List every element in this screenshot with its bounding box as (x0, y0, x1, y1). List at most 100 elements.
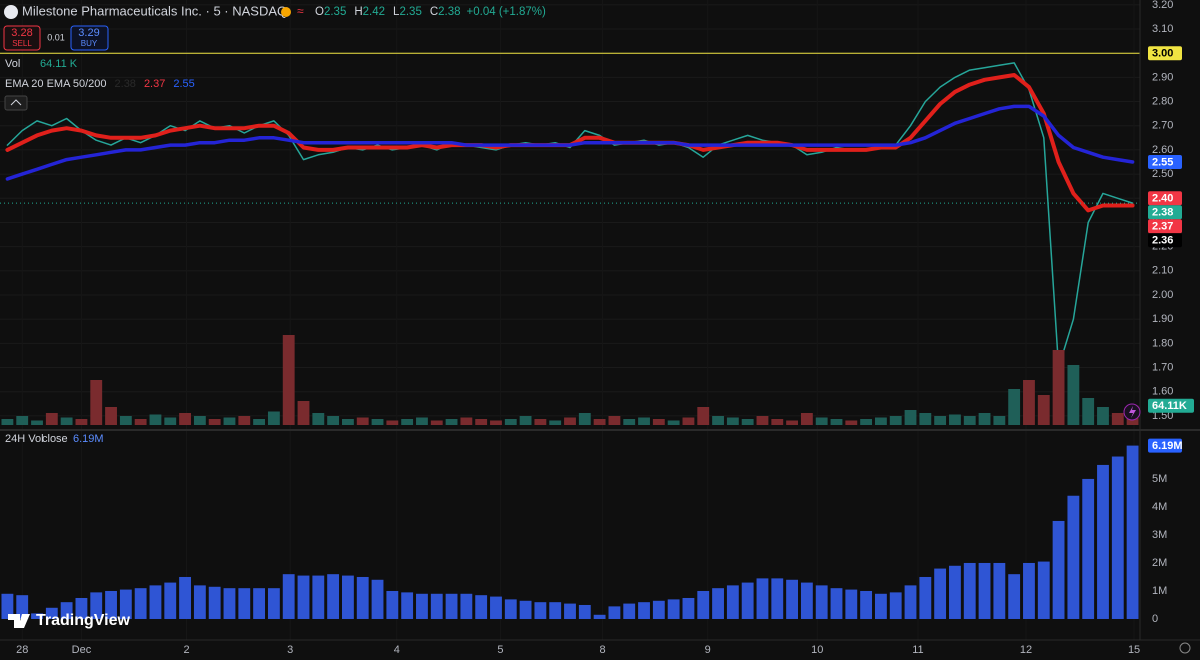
price-axis-bg (1140, 0, 1200, 660)
price-change: +0.04 (+1.87%) (467, 6, 546, 18)
price-badge-label: 2.38 (1152, 207, 1173, 219)
bar (623, 603, 636, 619)
price-badge (1148, 233, 1182, 248)
vol24-legend-value: 6.19M (73, 433, 104, 445)
bar (874, 417, 887, 425)
bar (534, 602, 547, 619)
sell-price[interactable]: 3.28 (11, 27, 32, 39)
bar (1023, 562, 1035, 619)
sell-button[interactable] (3, 25, 41, 51)
bar (386, 590, 399, 619)
bar (534, 419, 547, 425)
ema-legend-value: 2.55 (173, 78, 194, 90)
bar (756, 416, 769, 425)
bar (416, 593, 428, 619)
bar (993, 562, 1006, 619)
market-status-icon (281, 7, 291, 17)
collapse-legend-button[interactable] (4, 95, 28, 111)
x-tick-label: 15 (1128, 644, 1140, 656)
bar (726, 417, 739, 425)
bar (327, 574, 340, 619)
buy-price[interactable]: 3.29 (78, 27, 99, 39)
bar (1, 593, 14, 619)
bar (342, 575, 354, 619)
buy-button[interactable] (70, 25, 109, 51)
collapse-icon[interactable] (10, 99, 22, 106)
bar (371, 579, 384, 619)
bar (416, 417, 428, 425)
bar (223, 588, 236, 619)
bar (608, 416, 621, 425)
bar (282, 335, 295, 425)
bar (1111, 456, 1124, 619)
bar (949, 414, 961, 425)
bar (267, 588, 280, 619)
y-tick-label: 2M (1152, 557, 1167, 569)
x-tick-label: 9 (705, 644, 711, 656)
y-tick-label: 2.90 (1152, 71, 1173, 83)
ema-legend: EMA 20 EMA 50/200 2.38 2.37 2.55 (5, 78, 195, 90)
bar (445, 593, 458, 619)
bar (90, 380, 103, 425)
bar (312, 413, 325, 425)
bar (741, 419, 754, 425)
bar (578, 604, 591, 619)
bar (978, 562, 991, 619)
bar (963, 562, 976, 619)
bar (578, 413, 591, 425)
sell-label[interactable]: SELL (12, 39, 32, 48)
bar (608, 606, 621, 619)
vol24-legend-subtitle: close (42, 433, 68, 445)
price-badge-label: 64.11K (1152, 400, 1187, 412)
settings-icon[interactable] (1179, 642, 1191, 654)
price-badge-label: 2.55 (1152, 156, 1173, 168)
bar (105, 407, 117, 425)
bar (549, 420, 562, 425)
bar (1008, 389, 1021, 425)
bar (475, 419, 488, 425)
bar (504, 419, 517, 425)
bar (119, 589, 132, 619)
bar (800, 582, 813, 619)
bar (401, 592, 414, 619)
bar (342, 419, 354, 425)
bar (445, 419, 458, 425)
plot-layer (0, 52, 1140, 619)
bar (134, 419, 147, 425)
price-badge-label: 2.40 (1152, 193, 1173, 205)
y-tick-label: 2.80 (1152, 95, 1173, 107)
ohlc-value: 2.35 (399, 6, 421, 18)
y-tick-label: 3M (1152, 529, 1167, 541)
bar (697, 407, 710, 425)
y-tick-label: 2.50 (1152, 168, 1173, 180)
bar (75, 597, 88, 619)
ohlc-value: 2.42 (363, 6, 385, 18)
bar (356, 576, 369, 619)
y-tick-label: 2.70 (1152, 120, 1173, 132)
overlay-layer: 1.501.601.701.801.902.002.102.202.302.40… (16, 0, 1194, 656)
y-tick-label: 1M (1152, 585, 1167, 597)
bar (31, 613, 43, 619)
price-badge-label: 2.36 (1152, 235, 1173, 247)
bar (904, 585, 917, 619)
bar (904, 410, 917, 425)
bar (978, 413, 991, 425)
bar (889, 592, 902, 619)
bar (860, 590, 873, 619)
bar (45, 413, 58, 425)
bar (164, 582, 177, 619)
bar (16, 595, 29, 619)
ohlc-key: H (354, 6, 362, 18)
price-badge (1148, 398, 1194, 413)
bar (1097, 464, 1109, 619)
alert-bolt[interactable] (1129, 406, 1136, 418)
bar (208, 586, 221, 619)
bar (238, 416, 251, 425)
bar (519, 416, 532, 425)
grid-layer (0, 4, 1140, 417)
bar (90, 592, 103, 619)
bar (238, 588, 251, 619)
buy-label[interactable]: BUY (81, 39, 98, 48)
y-tick-label: 2.00 (1152, 289, 1173, 301)
